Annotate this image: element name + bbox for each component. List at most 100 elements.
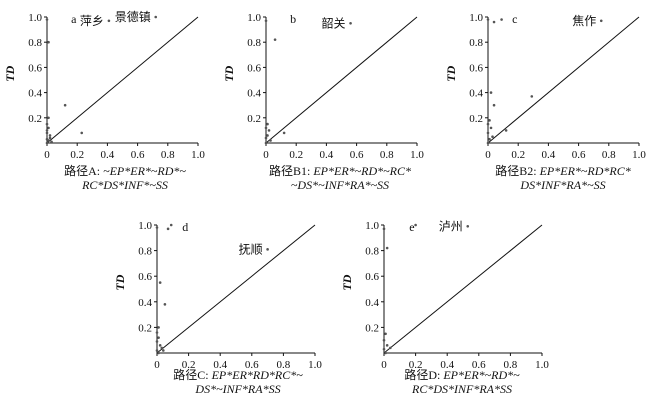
chart-4-reference-line	[383, 224, 543, 354]
chart-3-y-tick-label: 0.4	[138, 297, 152, 309]
chart-2-caption-prefix: 路径B2:	[495, 163, 539, 178]
chart-1-y-tick-label: 0.4	[247, 88, 261, 100]
chart-3-y-tick-label: 1.0	[138, 220, 152, 232]
chart-0-caption-line-2: RC*DS*INF*~SS	[81, 178, 168, 192]
chart-1-point-label: 韶关	[322, 15, 346, 30]
chart-0-point	[45, 131, 49, 135]
chart-0-y-tick-label: 0.8	[28, 37, 42, 49]
chart-2-x-tick-label: 0.4	[542, 149, 556, 161]
chart-1-y-axis-label: TD	[222, 65, 236, 81]
chart-2-point	[489, 91, 493, 94]
chart-4-point	[382, 338, 386, 342]
chart-4-point	[389, 346, 392, 350]
chart-3-panel-label: d	[182, 220, 188, 234]
chart-0-point-label: 萍乡	[80, 14, 104, 28]
chart-1-point	[349, 22, 352, 25]
chart-2-point	[489, 126, 493, 130]
chart-3-x-tick-label: 0.6	[245, 359, 259, 371]
chart-0-point	[45, 122, 49, 126]
chart-2-point	[530, 95, 534, 98]
chart-0-point	[48, 136, 52, 140]
chart-1-panel-label: b	[290, 12, 296, 26]
chart-1-point	[282, 131, 286, 135]
chart-4-point	[382, 227, 386, 231]
chart-4-point-label: 泸州	[439, 219, 463, 233]
chart-0-point	[154, 15, 158, 19]
chart-1-x-tick-label: 0.4	[320, 149, 334, 161]
chart-3-point	[155, 349, 159, 352]
chart-2-point-label: 焦作	[572, 14, 596, 28]
chart-3-point	[157, 351, 160, 355]
chart-4-point	[384, 332, 387, 336]
chart-3-x-tick-label: 0.2	[182, 359, 196, 371]
chart-3-point	[169, 223, 173, 227]
chart-1-point	[264, 136, 268, 140]
chart-3-point-label: 抚顺	[239, 242, 263, 256]
chart-2-x-tick-label: 0.6	[572, 149, 586, 161]
chart-0-point	[48, 134, 52, 137]
chart-1-reference-line	[265, 16, 418, 144]
chart-1-x-tick-label: 0.8	[380, 149, 394, 161]
chart-1-point	[267, 129, 271, 132]
chart-2-y-tick-label: 1.0	[469, 12, 483, 24]
chart-0-x-tick-label: 0	[44, 149, 50, 161]
chart-1-y-tick-label: 0.6	[247, 62, 261, 74]
chart-0-point	[47, 126, 50, 130]
chart-2-y-tick-label: 0.8	[469, 37, 483, 49]
chart-4-x-tick-label: 0.2	[409, 359, 423, 371]
chart-4-y-tick-label: 0.4	[365, 297, 379, 309]
chart-1-y-tick-label: 0.8	[247, 37, 261, 49]
chart-4-caption-formula: EP*ER*~RD*~	[442, 368, 520, 382]
chart-3-y-axis-label: TD	[113, 274, 127, 290]
chart-4-point	[414, 223, 417, 227]
chart-4-panel-label: e	[409, 220, 414, 234]
chart-0-caption-line-1: 路径A: ~EP*ER*~RD*~	[64, 163, 186, 178]
chart-0-reference-line	[46, 16, 199, 144]
chart-0-point	[80, 131, 84, 135]
chart-1-panel: 0 0.2 0.4 0.6 0.8 1.0 0.2 0.4 0.6 0.8 1.0 TD b 韶关路径B1…	[222, 12, 424, 192]
chart-0-y-tick-label: 0.4	[28, 88, 42, 100]
chart-0-y-tick-label: 1.0	[28, 12, 42, 24]
chart-1-point	[273, 38, 277, 41]
chart-2-point	[492, 103, 496, 107]
chart-0-x-tick-label: 0.2	[70, 149, 84, 161]
chart-4-y-tick-label: 0.6	[365, 271, 379, 283]
chart-3-point	[158, 281, 162, 284]
chart-3-point	[266, 248, 269, 251]
chart-3-caption-prefix: 路径C:	[173, 367, 211, 382]
chart-4-x-tick-label: 0	[381, 359, 387, 371]
chart-0-x-tick-label: 0.4	[101, 149, 115, 161]
chart-3-x-tick-label: 0	[154, 359, 160, 371]
chart-2-point	[492, 20, 496, 24]
chart-3-x-tick-label: 0.8	[277, 359, 291, 371]
chart-4-point	[382, 347, 386, 351]
chart-2-caption-line-2: DS*INF*RA*~SS	[519, 178, 605, 192]
chart-0-point	[47, 139, 50, 142]
chart-2-point	[491, 135, 494, 138]
chart-2-x-tick-label: 1.0	[632, 149, 646, 161]
chart-4-panel: 0 0.2 0.4 0.6 0.8 1.0 0.2 0.4 0.6 0.8 1.0 TD e 泸州路径D:…	[340, 219, 549, 396]
chart-1-point	[266, 134, 269, 137]
chart-3-reference-line	[156, 224, 316, 354]
chart-2-x-tick-label: 0.2	[511, 149, 525, 161]
chart-2-y-tick-label: 0.4	[469, 88, 483, 100]
chart-3-point	[158, 344, 162, 347]
chart-0-y-tick-label: 0.6	[28, 62, 42, 74]
chart-3-caption-line-2: DS*~INF*RA*SS	[194, 382, 280, 396]
chart-0-panel: 0 0.2 0.4 0.6 0.8 1.0 0.2 0.4 0.6 0.8 1.0 TD a 萍乡 景德镇路…	[3, 9, 205, 192]
chart-1-x-tick-label: 0.2	[289, 149, 303, 161]
chart-4-caption-prefix: 路径D:	[404, 367, 443, 382]
chart-2-y-tick-label: 0.2	[469, 113, 483, 125]
chart-1-caption-line-2: ~DS*~INF*RA*~SS	[291, 178, 389, 192]
chart-2-point	[500, 18, 503, 21]
chart-0-point	[50, 140, 53, 144]
chart-4-point	[466, 224, 470, 228]
chart-0-point	[45, 141, 49, 145]
chart-0-point	[107, 19, 111, 23]
chart-1-x-tick-label: 0.6	[350, 149, 364, 161]
chart-0-point-label: 景德镇	[115, 9, 151, 24]
chart-2-point	[504, 129, 508, 132]
chart-4-y-axis-label: TD	[340, 274, 354, 290]
chart-1-point	[269, 139, 272, 142]
chart-3-caption-line-1: 路径C: EP*ER*RD*RC*~	[173, 367, 303, 382]
